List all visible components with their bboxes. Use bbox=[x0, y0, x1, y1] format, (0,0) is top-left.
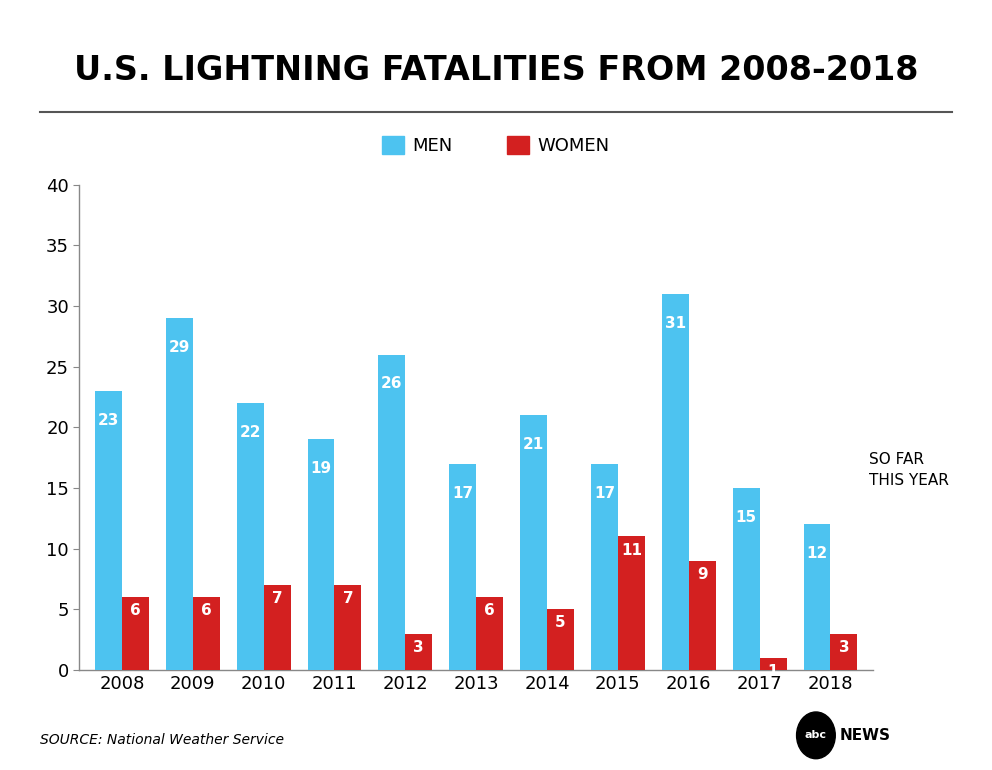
Bar bbox=[618, 537, 645, 670]
Bar bbox=[688, 561, 715, 670]
Bar bbox=[449, 464, 476, 670]
Bar bbox=[237, 403, 264, 670]
Bar bbox=[760, 658, 787, 670]
Bar bbox=[334, 585, 361, 670]
Circle shape bbox=[797, 712, 835, 758]
Text: 12: 12 bbox=[806, 546, 827, 561]
Text: 29: 29 bbox=[169, 340, 189, 355]
Text: abc: abc bbox=[805, 731, 827, 740]
Bar bbox=[547, 609, 574, 670]
Text: 22: 22 bbox=[239, 425, 261, 440]
Text: 17: 17 bbox=[594, 486, 615, 500]
Bar bbox=[264, 585, 291, 670]
Bar bbox=[308, 440, 334, 670]
Text: 17: 17 bbox=[452, 486, 473, 500]
Bar bbox=[830, 634, 857, 670]
Text: SO FAR
THIS YEAR: SO FAR THIS YEAR bbox=[869, 452, 949, 488]
Legend: MEN, WOMEN: MEN, WOMEN bbox=[375, 129, 617, 162]
Bar bbox=[378, 354, 406, 670]
Text: 21: 21 bbox=[523, 437, 545, 452]
Text: 23: 23 bbox=[98, 413, 119, 428]
Text: 11: 11 bbox=[621, 543, 642, 557]
Bar bbox=[166, 318, 192, 670]
Text: 15: 15 bbox=[735, 510, 757, 525]
Text: 5: 5 bbox=[556, 615, 565, 631]
Text: 19: 19 bbox=[310, 461, 331, 477]
Bar bbox=[520, 415, 547, 670]
Bar bbox=[406, 634, 433, 670]
Bar bbox=[122, 598, 149, 670]
Text: 9: 9 bbox=[697, 567, 707, 582]
Text: 6: 6 bbox=[200, 603, 211, 618]
Text: 3: 3 bbox=[838, 640, 849, 654]
Text: 6: 6 bbox=[130, 603, 141, 618]
Bar bbox=[733, 488, 760, 670]
Text: 6: 6 bbox=[484, 603, 495, 618]
Text: 7: 7 bbox=[272, 591, 283, 606]
Bar bbox=[804, 524, 830, 670]
Text: SOURCE: National Weather Service: SOURCE: National Weather Service bbox=[40, 733, 284, 747]
Text: U.S. LIGHTNING FATALITIES FROM 2008-2018: U.S. LIGHTNING FATALITIES FROM 2008-2018 bbox=[73, 54, 919, 87]
Text: 3: 3 bbox=[414, 640, 424, 654]
Text: NEWS: NEWS bbox=[839, 728, 891, 743]
Bar bbox=[591, 464, 618, 670]
Text: 26: 26 bbox=[381, 377, 403, 391]
Bar bbox=[662, 294, 688, 670]
Text: 31: 31 bbox=[665, 316, 685, 331]
Bar bbox=[476, 598, 503, 670]
Bar bbox=[192, 598, 219, 670]
Text: 1: 1 bbox=[768, 664, 779, 679]
Bar bbox=[95, 391, 122, 670]
Text: 7: 7 bbox=[342, 591, 353, 606]
